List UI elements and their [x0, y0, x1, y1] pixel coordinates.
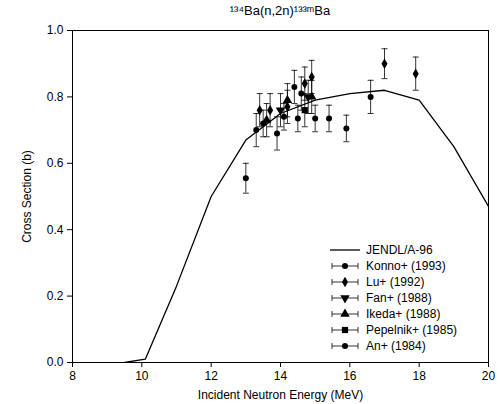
svg-text:0.2: 0.2 — [47, 289, 64, 303]
svg-text:Ikeda+ (1988): Ikeda+ (1988) — [366, 307, 440, 321]
svg-text:Cross Section (b): Cross Section (b) — [20, 150, 34, 243]
svg-text:1.0: 1.0 — [47, 23, 64, 37]
svg-text:8: 8 — [69, 369, 76, 383]
svg-text:12: 12 — [204, 369, 218, 383]
svg-text:0.0: 0.0 — [47, 355, 64, 369]
html-text:¹³⁴Ba(n,2n)¹³³ᵐBa: ¹³⁴Ba(n,2n)¹³³ᵐBa — [229, 3, 331, 18]
svg-text:0.4: 0.4 — [47, 223, 64, 237]
svg-text:Incident Neutron Energy (MeV): Incident Neutron Energy (MeV) — [198, 388, 363, 402]
svg-text:18: 18 — [412, 369, 426, 383]
svg-text:Konno+ (1993): Konno+ (1993) — [366, 259, 446, 273]
svg-text:0.6: 0.6 — [47, 156, 64, 170]
svg-text:JENDL/A-96: JENDL/A-96 — [366, 243, 433, 257]
svg-text:16: 16 — [343, 369, 357, 383]
svg-text:0.8: 0.8 — [47, 90, 64, 104]
svg-text:14: 14 — [274, 369, 288, 383]
svg-text:10: 10 — [135, 369, 149, 383]
svg-text:Lu+ (1992): Lu+ (1992) — [366, 275, 424, 289]
svg-text:20: 20 — [482, 369, 496, 383]
svg-text:Pepelnik+ (1985): Pepelnik+ (1985) — [366, 323, 457, 337]
svg-text:An+ (1984): An+ (1984) — [366, 339, 426, 353]
svg-text:Fan+ (1988): Fan+ (1988) — [366, 291, 432, 305]
